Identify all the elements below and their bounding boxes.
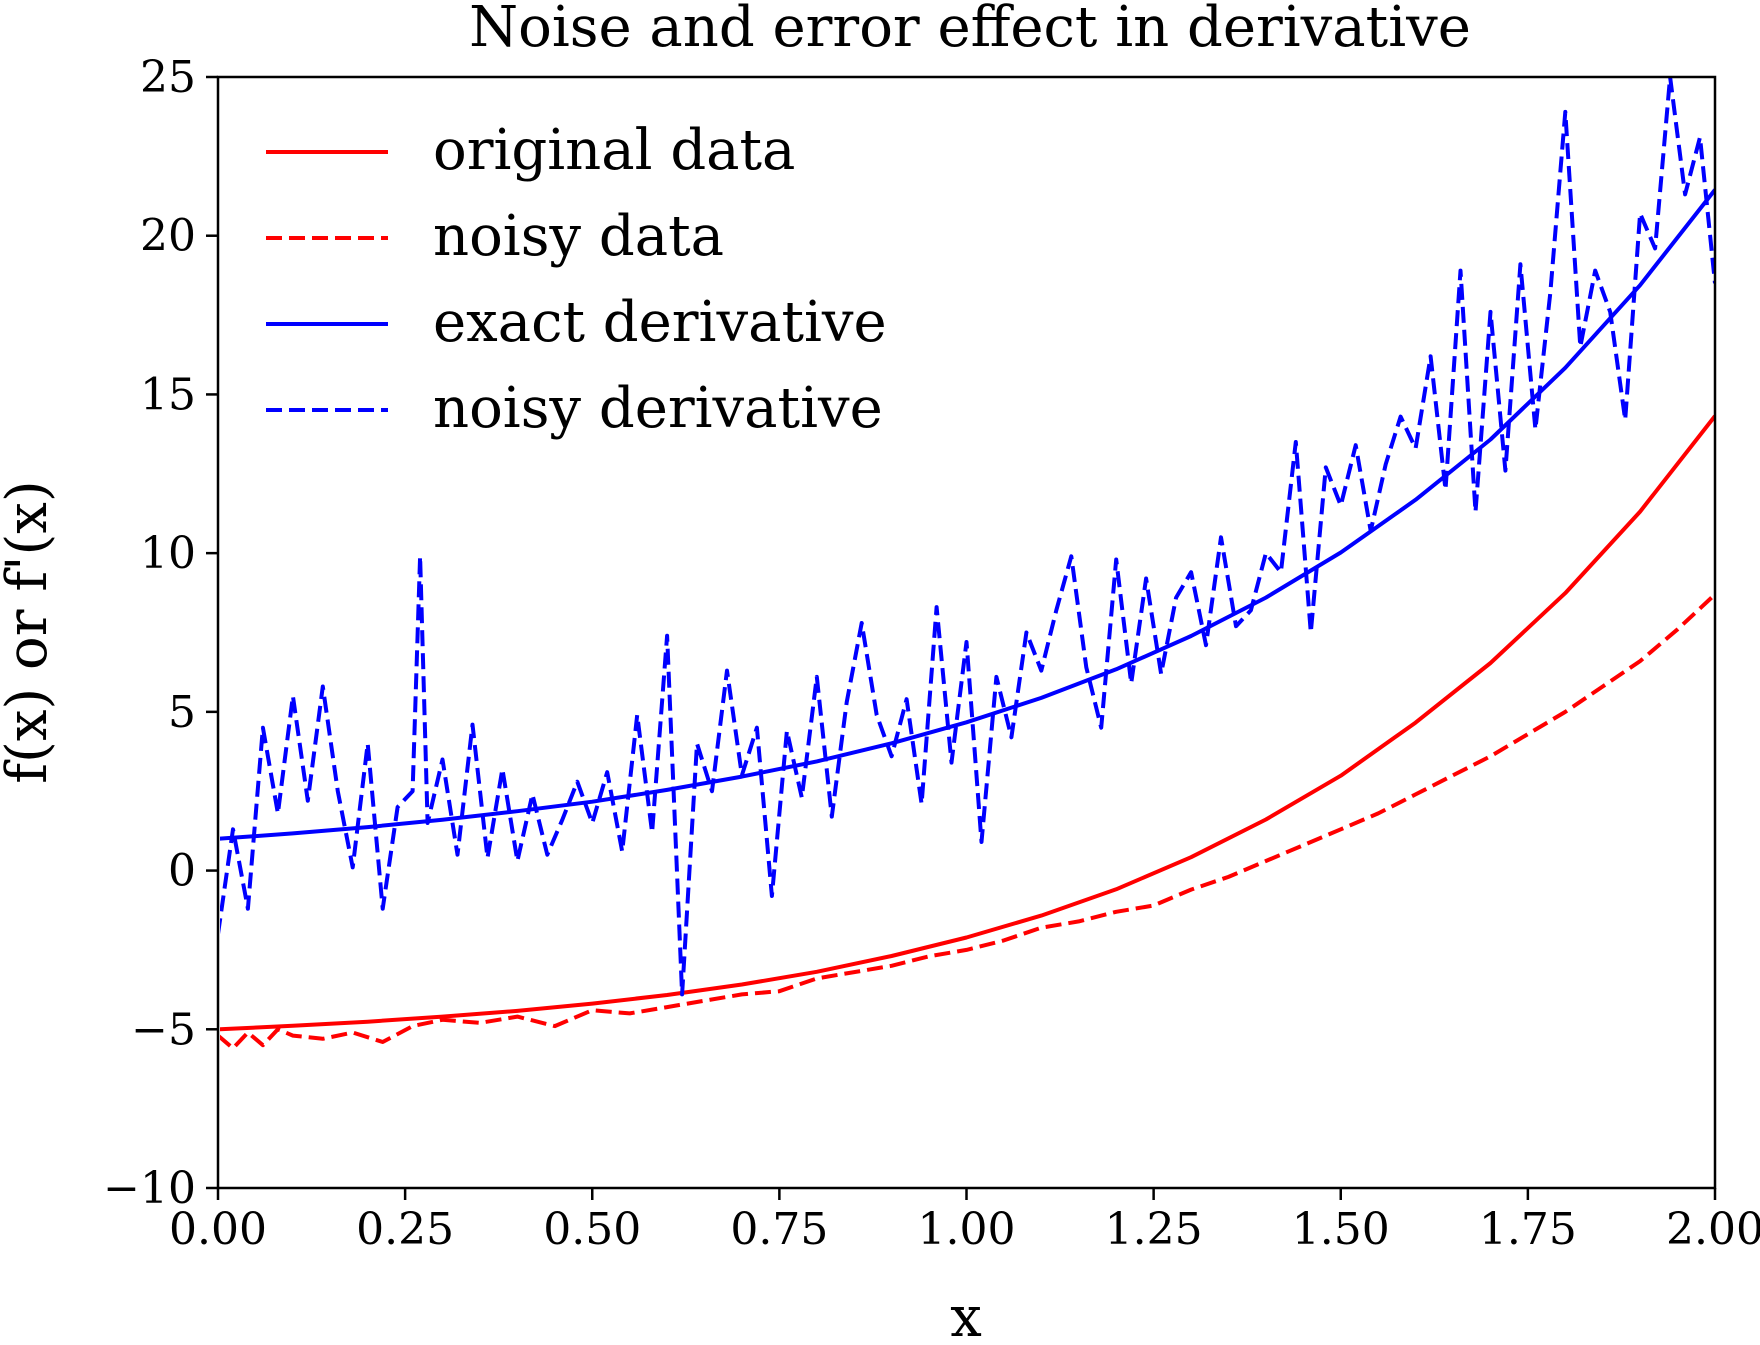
y-axis-label: f(x) or f'(x) xyxy=(0,480,60,784)
legend-entry-label: noisy data xyxy=(433,204,724,269)
series-line-original-data xyxy=(220,414,1715,1032)
series-line-noisy-data xyxy=(220,592,1715,1051)
y-axis: 25 20 15 10 5 0 −5 −10 xyxy=(103,52,218,1214)
legend-entry-label: original data xyxy=(433,118,795,183)
x-tick-label: 1.25 xyxy=(1105,1204,1203,1255)
chart-title: Noise and error effect in derivative xyxy=(469,0,1471,60)
y-tick-label: 20 xyxy=(140,211,196,262)
y-tick-label: 25 xyxy=(140,52,196,103)
y-tick-label: 5 xyxy=(168,687,196,738)
x-tick-label: 0.00 xyxy=(169,1204,267,1255)
legend: original data noisy data exact derivative n… xyxy=(266,118,887,441)
x-axis-label: x xyxy=(950,1285,982,1345)
legend-entry-label: exact derivative xyxy=(433,290,887,355)
y-tick-label: 10 xyxy=(140,528,196,579)
series-layer xyxy=(220,77,1715,1051)
x-tick-label: 0.50 xyxy=(543,1204,641,1255)
series-line-noisy-derivative xyxy=(220,77,1715,997)
legend-entry-label: noisy derivative xyxy=(433,376,883,441)
y-tick-label: −5 xyxy=(131,1004,196,1055)
x-tick-label: 1.00 xyxy=(918,1204,1016,1255)
x-tick-label: 1.50 xyxy=(1292,1204,1390,1255)
y-tick-label: 15 xyxy=(140,369,196,420)
y-tick-label: 0 xyxy=(168,846,196,897)
x-tick-label: 0.75 xyxy=(730,1204,828,1255)
x-tick-label: 1.75 xyxy=(1479,1204,1577,1255)
y-tick-label: −10 xyxy=(103,1163,196,1214)
x-tick-label: 2.00 xyxy=(1666,1204,1760,1255)
x-axis: 0.00 0.25 0.50 0.75 1.00 1.25 1.50 1.75 2.00 xyxy=(169,1188,1760,1255)
series-line-exact-derivative xyxy=(220,188,1715,841)
x-tick-label: 0.25 xyxy=(356,1204,454,1255)
